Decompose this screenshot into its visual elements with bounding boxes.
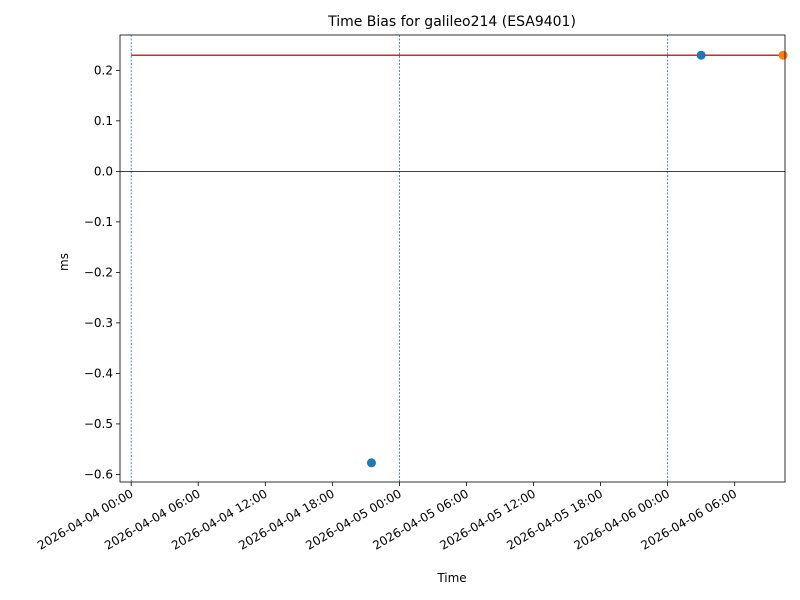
y-axis-ticks: 0.2 0.1 0.0 −0.1 −0.2 −0.3 −0.4 −0.5 −0.6 bbox=[84, 63, 120, 481]
axes-frame bbox=[119, 34, 786, 483]
chart-title: Time Bias for galileo214 (ESA9401) bbox=[327, 14, 576, 30]
x-axis-label: Time bbox=[436, 571, 466, 585]
y-axis-label: ms bbox=[57, 253, 71, 271]
y-tick-label: 0.2 bbox=[94, 63, 113, 77]
plot-area bbox=[119, 34, 788, 483]
data-point-series-2 bbox=[778, 50, 788, 60]
y-tick-label: −0.6 bbox=[84, 467, 113, 481]
data-point-series-1 bbox=[696, 50, 706, 60]
y-tick-label: 0.0 bbox=[94, 164, 113, 178]
y-tick-label: −0.1 bbox=[84, 215, 113, 229]
data-point-series-1 bbox=[366, 458, 376, 468]
y-tick-label: −0.3 bbox=[84, 316, 113, 330]
y-tick-label: −0.5 bbox=[84, 417, 113, 431]
y-tick-label: −0.2 bbox=[84, 265, 113, 279]
y-tick-label: 0.1 bbox=[94, 114, 113, 128]
y-tick-label: −0.4 bbox=[84, 366, 113, 380]
